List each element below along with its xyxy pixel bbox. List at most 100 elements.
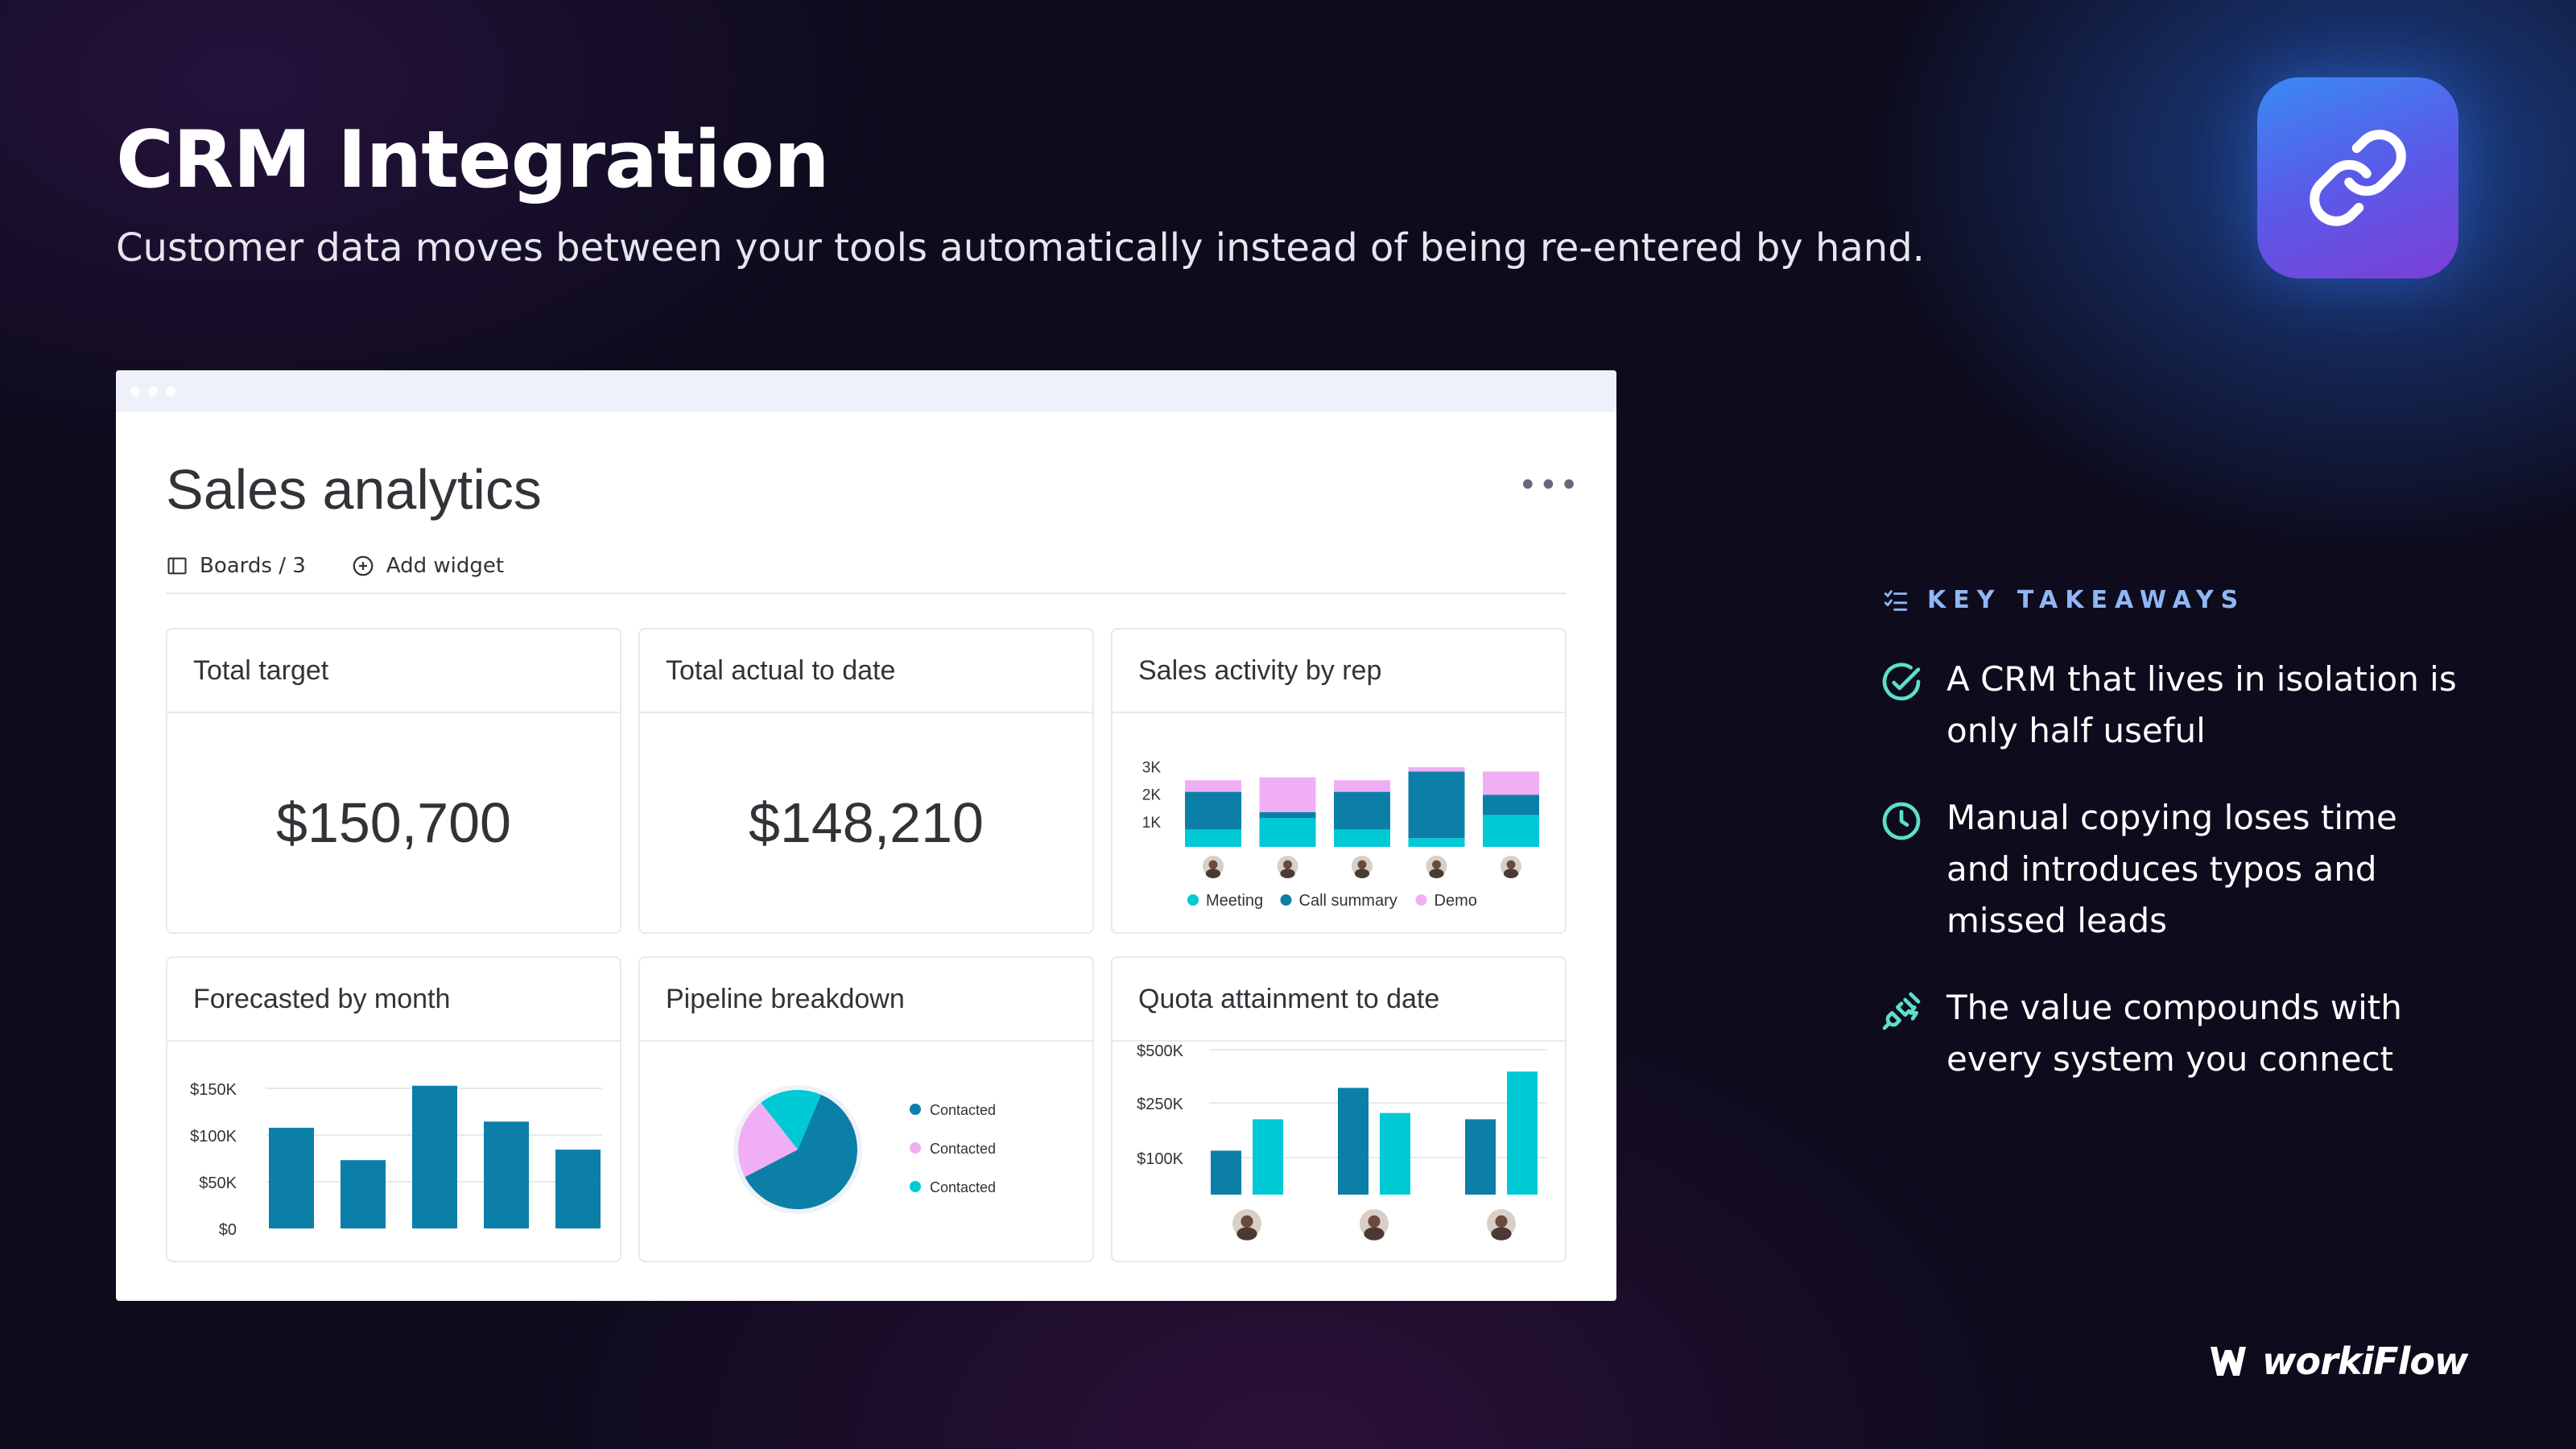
card-title: Quota attainment to date <box>1113 958 1565 1042</box>
card-title: Forecasted by month <box>167 958 620 1042</box>
avatar-head <box>1368 1215 1381 1228</box>
bar-segment <box>1408 838 1465 847</box>
dashboard-toolbar: Boards / 3 Add widget <box>166 554 1567 594</box>
y-tick-label: $150K <box>190 1081 237 1099</box>
y-tick-label: $250K <box>1137 1096 1183 1113</box>
avatar-head <box>1357 860 1367 869</box>
add-widget-label: Add widget <box>386 554 505 578</box>
avatar-body <box>1280 869 1295 878</box>
more-options-button[interactable]: ••• <box>1518 467 1580 504</box>
boards-tab[interactable]: Boards / 3 <box>166 554 306 578</box>
avatar-body <box>1429 869 1444 878</box>
bar-segment <box>1408 771 1465 839</box>
bar <box>484 1121 529 1228</box>
avatar-body <box>1491 1227 1512 1241</box>
bar <box>1253 1119 1283 1195</box>
pie-slice <box>761 1090 821 1150</box>
bar-segment <box>1408 767 1465 772</box>
sales-activity-chart: 1K 2K 3K Meeting Call summary Demo <box>1142 759 1539 910</box>
bar-segment <box>1334 791 1390 830</box>
y-tick-label: $500K <box>1137 1042 1183 1060</box>
bar <box>555 1150 601 1228</box>
y-tick-label: 1K <box>1142 815 1162 832</box>
legend-swatch <box>1280 894 1292 906</box>
legend-swatch <box>1415 894 1427 906</box>
forecast-card[interactable]: Forecasted by month $0 $50K $100K $150K <box>166 956 621 1262</box>
legend-swatch <box>910 1142 921 1154</box>
takeaway-text: Manual copying loses time and introduces… <box>1946 798 2397 940</box>
avatar-body <box>1364 1227 1385 1241</box>
window-dot <box>148 386 158 396</box>
pipeline-card[interactable]: Pipeline breakdown Contacted Contacted Con… <box>638 956 1094 1262</box>
total-actual-value: $148,210 <box>749 791 984 854</box>
plug-icon <box>1882 992 1921 1030</box>
avatar-head <box>1241 1215 1253 1228</box>
key-takeaways-header: KEY TAKEAWAYS <box>1882 586 2245 614</box>
bar-segment <box>1483 795 1539 815</box>
board-icon <box>167 557 187 575</box>
avatar-body <box>1205 869 1221 878</box>
bar <box>412 1085 457 1228</box>
quota-card[interactable]: Quota attainment to date $100K $250K $500K <box>1111 956 1567 1262</box>
card-title: Total actual to date <box>640 630 1092 713</box>
window-dot <box>166 386 175 396</box>
link-icon <box>2257 77 2458 279</box>
bar <box>269 1127 314 1228</box>
pipeline-chart: Contacted Contacted Contacted <box>733 1085 996 1214</box>
bar-segment <box>1185 780 1241 792</box>
add-widget-button[interactable]: Add widget <box>351 554 504 578</box>
legend-swatch <box>910 1181 921 1192</box>
brand-logo: workiFlow <box>2209 1340 2468 1383</box>
avatar-body <box>1503 869 1519 878</box>
avatar-head <box>1208 860 1218 869</box>
bar-segment <box>1334 829 1390 847</box>
legend-swatch <box>1187 894 1199 906</box>
checklist-icon <box>1884 589 1908 611</box>
total-actual-card[interactable]: Total actual to date $148,210 <box>638 628 1094 934</box>
avatar-body <box>1236 1227 1257 1241</box>
page-subtitle: Customer data moves between your tools a… <box>116 225 1925 270</box>
sales-activity-card[interactable]: Sales activity by rep 1K 2K 3K Meeting Call … <box>1111 628 1567 934</box>
total-target-value: $150,700 <box>276 791 511 854</box>
window-titlebar <box>116 370 1616 412</box>
key-takeaways-label: KEY TAKEAWAYS <box>1927 586 2246 614</box>
bar-segment <box>1259 818 1316 847</box>
avatar-head <box>1506 860 1516 869</box>
legend-label: Contacted <box>930 1102 996 1118</box>
bar-segment <box>1185 829 1241 847</box>
bar-segment <box>1483 771 1539 795</box>
avatar-body <box>1354 869 1370 878</box>
bar-segment <box>1259 811 1316 818</box>
bar <box>1338 1088 1368 1195</box>
bar <box>1507 1071 1538 1195</box>
legend-label: Demo <box>1435 892 1477 910</box>
takeaway-item: A CRM that lives in isolation is only ha… <box>1879 654 2462 757</box>
check-circle-icon <box>1882 663 1921 701</box>
y-tick-label: $100K <box>190 1128 237 1146</box>
avatar-head <box>1495 1215 1508 1228</box>
legend-label: Call summary <box>1299 892 1397 910</box>
y-tick-label: 3K <box>1142 759 1162 776</box>
y-tick-label: $100K <box>1137 1150 1183 1168</box>
bar-segment <box>1259 777 1316 812</box>
y-tick-label: $0 <box>219 1221 237 1239</box>
forecast-chart: $0 $50K $100K $150K <box>190 1081 602 1239</box>
avatar-head <box>1283 860 1292 869</box>
legend-label: Contacted <box>930 1141 996 1157</box>
brand-name: workiFlow <box>2262 1340 2468 1383</box>
takeaway-text: A CRM that lives in isolation is only ha… <box>1946 659 2457 750</box>
dashboard-title: Sales analytics <box>166 458 542 521</box>
y-tick-label: 2K <box>1142 787 1162 804</box>
bar-segment <box>1483 815 1539 847</box>
total-target-card[interactable]: Total target $150,700 <box>166 628 621 934</box>
bar-segment <box>1185 791 1241 830</box>
legend-swatch <box>910 1104 921 1115</box>
takeaway-item: The value compounds with every system yo… <box>1879 982 2462 1085</box>
card-title: Pipeline breakdown <box>640 958 1092 1042</box>
avatar-head <box>1432 860 1441 869</box>
window-dot <box>130 386 140 396</box>
card-title: Sales activity by rep <box>1113 630 1565 713</box>
takeaway-text: The value compounds with every system yo… <box>1946 988 2402 1079</box>
app-icon-badge <box>2257 77 2458 319</box>
legend-label: Contacted <box>930 1179 996 1195</box>
